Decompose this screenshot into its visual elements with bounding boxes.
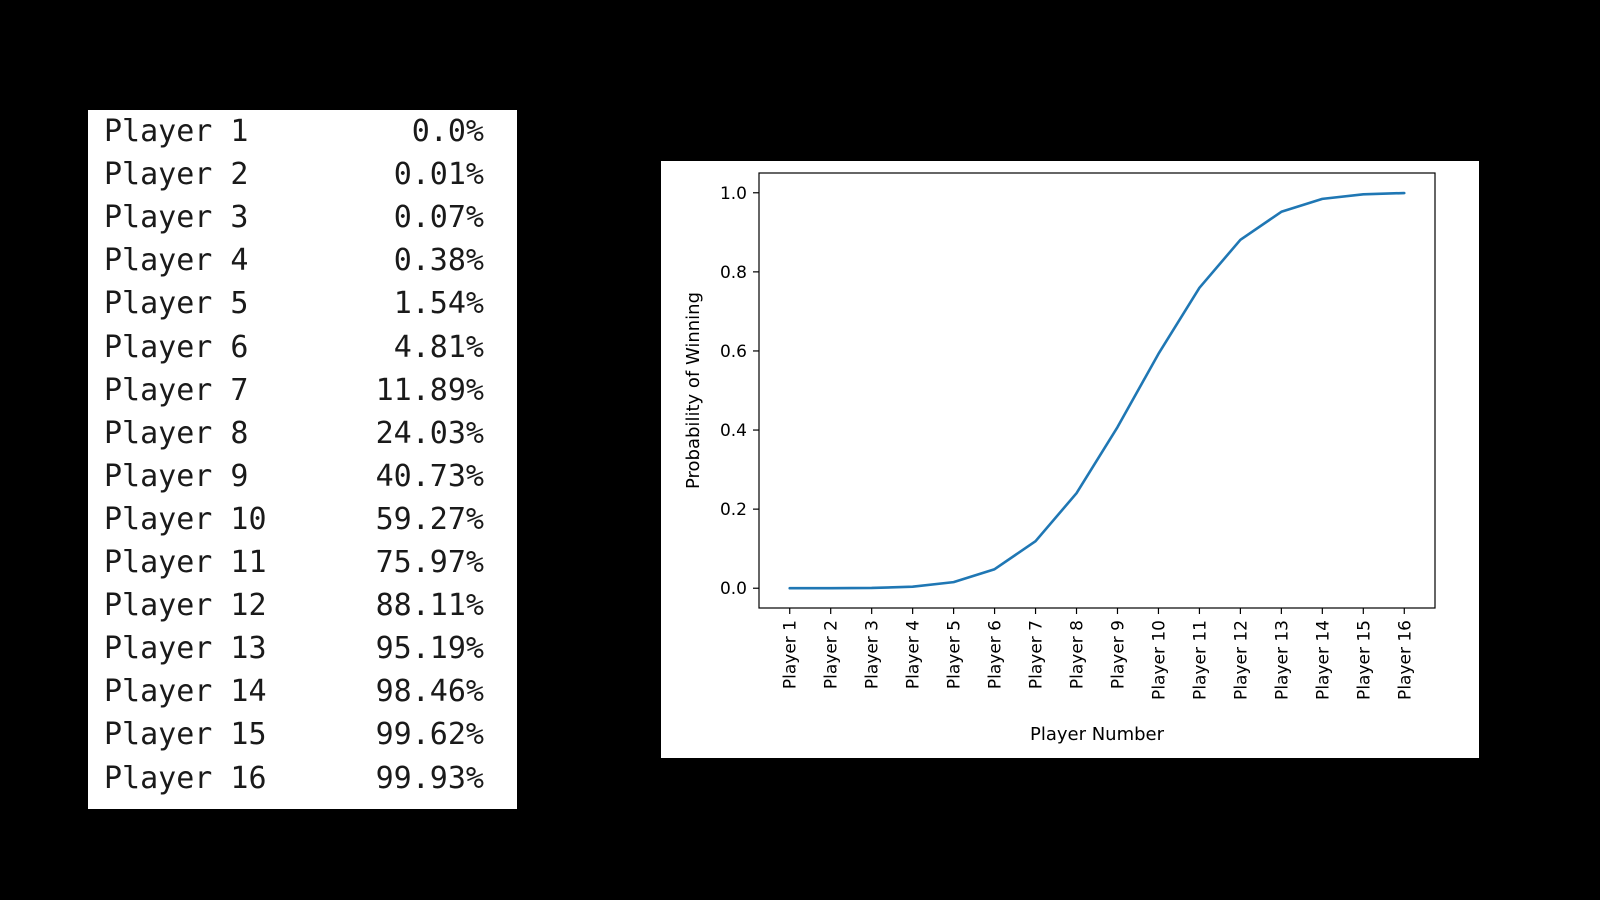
table-row: Player 1 0.0% [104, 110, 484, 153]
player-name: Player 7 [104, 372, 249, 408]
x-tick-label: Player 16 [1395, 620, 1415, 700]
chart-panel: 0.0 0.2 0.4 0.6 0.8 1.0 Player 1 Player 2 Player… [661, 161, 1479, 758]
win-probability: 98.46% [375, 674, 484, 710]
y-tick-label: 1.0 [720, 184, 747, 204]
x-tick-label: Player 12 [1231, 620, 1251, 700]
y-tick-label: 0.6 [720, 342, 747, 362]
win-probability: 75.97% [375, 545, 484, 580]
plot-frame [758, 172, 1436, 609]
player-name: Player 13 [104, 631, 267, 667]
x-tick-label: Player 1 [781, 620, 801, 689]
player-name: Player 8 [104, 415, 249, 451]
probability-table: Player 1 0.0% Player 2 0.01% Player 3 0.07% Pl… [88, 110, 517, 809]
table-row: Player 12 88.11% [104, 584, 484, 627]
player-name: Player 9 [104, 458, 249, 494]
table-row: Player 10 59.27% [104, 498, 484, 541]
x-tick-label: Player 9 [1108, 620, 1128, 689]
player-name: Player 3 [104, 200, 249, 236]
x-tick-label: Player 6 [986, 620, 1006, 689]
x-tick-label: Player 15 [1354, 620, 1374, 700]
win-probability: 0.07% [393, 200, 484, 236]
table-row: Player 8 24.03% [104, 412, 484, 455]
win-probability: 99.62% [375, 717, 484, 753]
table-row: Player 15 99.62% [104, 713, 484, 756]
table-row: Player 5 1.54% [104, 282, 484, 325]
player-name: Player 16 [104, 760, 267, 796]
player-name: Player 5 [104, 286, 249, 322]
table-row: Player 3 0.07% [104, 196, 484, 239]
y-tick-label: 0.4 [720, 421, 747, 441]
player-name: Player 10 [104, 501, 267, 537]
player-name: Player 6 [104, 329, 249, 365]
win-probability: 1.54% [393, 286, 484, 322]
table-row: Player 9 40.73% [104, 455, 484, 498]
x-tick-label: Player 4 [904, 620, 924, 689]
x-tick-label: Player 13 [1272, 620, 1292, 700]
player-name: Player 11 [104, 545, 267, 580]
x-tick-label: Player 14 [1313, 620, 1333, 700]
x-tick-label: Player 5 [945, 620, 965, 689]
y-tick-label: 0.2 [720, 500, 747, 520]
player-name: Player 4 [104, 243, 249, 279]
table-row: Player 6 4.81% [104, 326, 484, 369]
win-probability: 0.01% [393, 157, 484, 193]
y-tick-label: 0.8 [720, 263, 747, 283]
x-tick-label: Player 8 [1068, 620, 1088, 689]
x-tick-label: Player 10 [1149, 620, 1169, 700]
series-line [788, 191, 1406, 590]
player-name: Player 12 [104, 588, 267, 624]
x-axis-title: Player Number [1030, 724, 1165, 745]
table-row: Player 16 99.93% [104, 757, 484, 800]
player-name: Player 2 [104, 157, 249, 193]
win-probability: 88.11% [375, 588, 484, 624]
x-tick-label: Player 7 [1027, 620, 1047, 689]
table-row: Player 14 98.46% [104, 670, 484, 713]
win-probability: 99.93% [375, 760, 484, 796]
x-tick-label: Player 3 [863, 620, 883, 689]
player-name: Player 14 [104, 674, 267, 710]
y-axis-title: Probability of Winning [683, 292, 704, 489]
win-probability: 40.73% [375, 458, 484, 494]
line-chart: 0.0 0.2 0.4 0.6 0.8 1.0 Player 1 Player 2 Player… [683, 172, 1436, 745]
player-name: Player 1 [104, 114, 249, 149]
win-probability: 24.03% [375, 415, 484, 451]
table-row: Player 7 11.89% [104, 369, 484, 412]
win-probability: 4.81% [393, 329, 484, 365]
table-row: Player 13 95.19% [104, 627, 484, 670]
win-probability: 0.0% [411, 114, 484, 149]
table-row: Player 2 0.01% [104, 153, 484, 196]
x-tick-label: Player 2 [822, 620, 842, 689]
player-name: Player 15 [104, 717, 267, 753]
win-probability: 11.89% [375, 372, 484, 408]
win-probability: 95.19% [375, 631, 484, 667]
x-tick-label: Player 11 [1190, 620, 1210, 700]
table-row: Player 4 0.38% [104, 239, 484, 282]
y-tick-label: 0.0 [720, 579, 747, 599]
table-row: Player 11 75.97% [104, 541, 484, 584]
win-probability: 0.38% [393, 243, 484, 279]
win-probability: 59.27% [375, 501, 484, 537]
